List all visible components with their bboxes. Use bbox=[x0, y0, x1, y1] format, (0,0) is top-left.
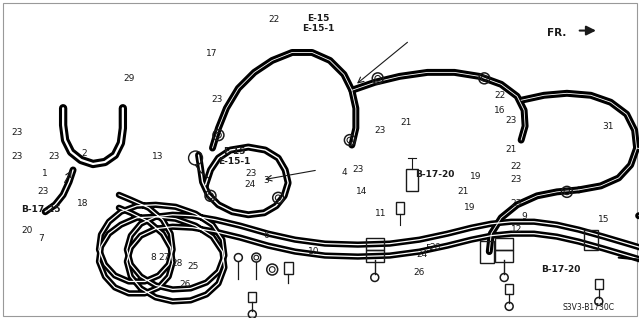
Text: E-15
E-15-1: E-15 E-15-1 bbox=[303, 14, 335, 33]
Text: 13: 13 bbox=[152, 152, 163, 161]
Text: 23: 23 bbox=[353, 165, 364, 174]
Text: 15: 15 bbox=[598, 215, 609, 224]
Text: 8: 8 bbox=[150, 253, 156, 262]
Text: 23: 23 bbox=[375, 126, 386, 135]
Text: 14: 14 bbox=[356, 187, 367, 196]
Bar bbox=[366, 249, 384, 262]
Bar bbox=[406, 169, 417, 191]
Text: 9: 9 bbox=[521, 212, 527, 221]
Bar bbox=[480, 241, 494, 263]
Text: 20: 20 bbox=[21, 226, 33, 235]
Text: S3V3-B1730C: S3V3-B1730C bbox=[563, 303, 615, 312]
Bar bbox=[495, 249, 513, 262]
Text: 19: 19 bbox=[470, 173, 482, 182]
Text: 26: 26 bbox=[179, 280, 191, 289]
Text: 21: 21 bbox=[506, 145, 517, 154]
Text: 22: 22 bbox=[494, 92, 506, 100]
Text: 21: 21 bbox=[458, 187, 469, 196]
Text: 22: 22 bbox=[269, 15, 280, 24]
Text: 2: 2 bbox=[81, 149, 87, 158]
Text: 23: 23 bbox=[37, 187, 49, 197]
Text: 17: 17 bbox=[206, 48, 218, 58]
Text: 24: 24 bbox=[244, 180, 255, 189]
Text: B-17-25: B-17-25 bbox=[21, 205, 61, 214]
Text: 5: 5 bbox=[426, 244, 431, 253]
Text: 7: 7 bbox=[38, 234, 44, 243]
Text: 23: 23 bbox=[12, 152, 23, 161]
Text: 12: 12 bbox=[511, 225, 522, 234]
Bar bbox=[505, 285, 513, 294]
Bar bbox=[248, 293, 256, 302]
Text: 23: 23 bbox=[246, 169, 257, 178]
Text: 11: 11 bbox=[375, 209, 387, 218]
Text: 28: 28 bbox=[171, 259, 182, 268]
Text: 23: 23 bbox=[12, 128, 23, 137]
Text: 1: 1 bbox=[42, 169, 47, 178]
Text: 24: 24 bbox=[417, 250, 428, 259]
Text: 10: 10 bbox=[308, 247, 319, 256]
Text: B-17-20: B-17-20 bbox=[541, 264, 580, 274]
Text: 6: 6 bbox=[263, 231, 269, 240]
Text: 18: 18 bbox=[77, 199, 89, 208]
Bar bbox=[595, 279, 603, 289]
Text: 23: 23 bbox=[511, 199, 522, 208]
Text: 31: 31 bbox=[602, 122, 614, 131]
Bar bbox=[584, 230, 598, 249]
Bar bbox=[495, 238, 513, 249]
Text: 19: 19 bbox=[464, 203, 476, 211]
Bar bbox=[284, 262, 292, 273]
Text: 26: 26 bbox=[429, 243, 440, 252]
Text: 26: 26 bbox=[413, 268, 424, 277]
Bar bbox=[396, 202, 404, 214]
Bar bbox=[366, 238, 384, 249]
Text: 21: 21 bbox=[401, 118, 412, 128]
Text: 23: 23 bbox=[211, 95, 223, 104]
Text: E-15
E-15-1: E-15 E-15-1 bbox=[218, 147, 250, 166]
Text: 25: 25 bbox=[187, 262, 198, 271]
Text: 4: 4 bbox=[341, 168, 347, 177]
Text: B-17-20: B-17-20 bbox=[415, 170, 454, 179]
Text: 27: 27 bbox=[158, 253, 170, 262]
Text: 22: 22 bbox=[511, 162, 522, 171]
Text: 23: 23 bbox=[48, 152, 60, 161]
Text: 16: 16 bbox=[494, 106, 506, 115]
Text: 23: 23 bbox=[506, 116, 517, 125]
Text: 29: 29 bbox=[123, 74, 134, 83]
Text: 23: 23 bbox=[511, 175, 522, 184]
Text: 3: 3 bbox=[263, 176, 269, 185]
Text: FR.: FR. bbox=[547, 27, 566, 38]
